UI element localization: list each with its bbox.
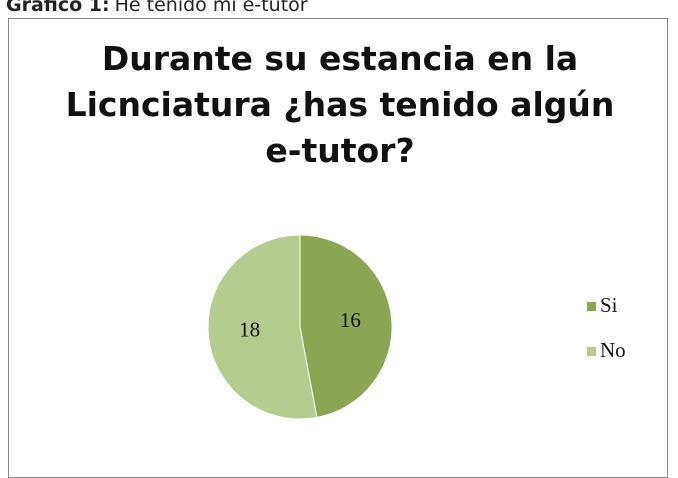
caption-label: Gráfico 1: (6, 0, 110, 16)
data-label: 16 (340, 308, 361, 332)
legend-swatch (587, 302, 596, 311)
data-label: 18 (239, 317, 260, 341)
chart: 16 18 Si No (207, 234, 626, 420)
pie-slice (299, 234, 393, 419)
pie-slice (207, 234, 318, 420)
legend-swatch (587, 347, 596, 356)
legend-label: Si (600, 293, 618, 317)
caption-text: He tenido mi e-tutor (114, 0, 308, 16)
caption: Gráfico 1: He tenido mi e-tutor (6, 0, 308, 16)
chart-title: Durante su estancia en la Licnciatura ¿h… (65, 39, 615, 170)
legend-label: No (600, 338, 626, 362)
page: Gráfico 1: He tenido mi e-tutor Durante s… (6, 0, 668, 478)
